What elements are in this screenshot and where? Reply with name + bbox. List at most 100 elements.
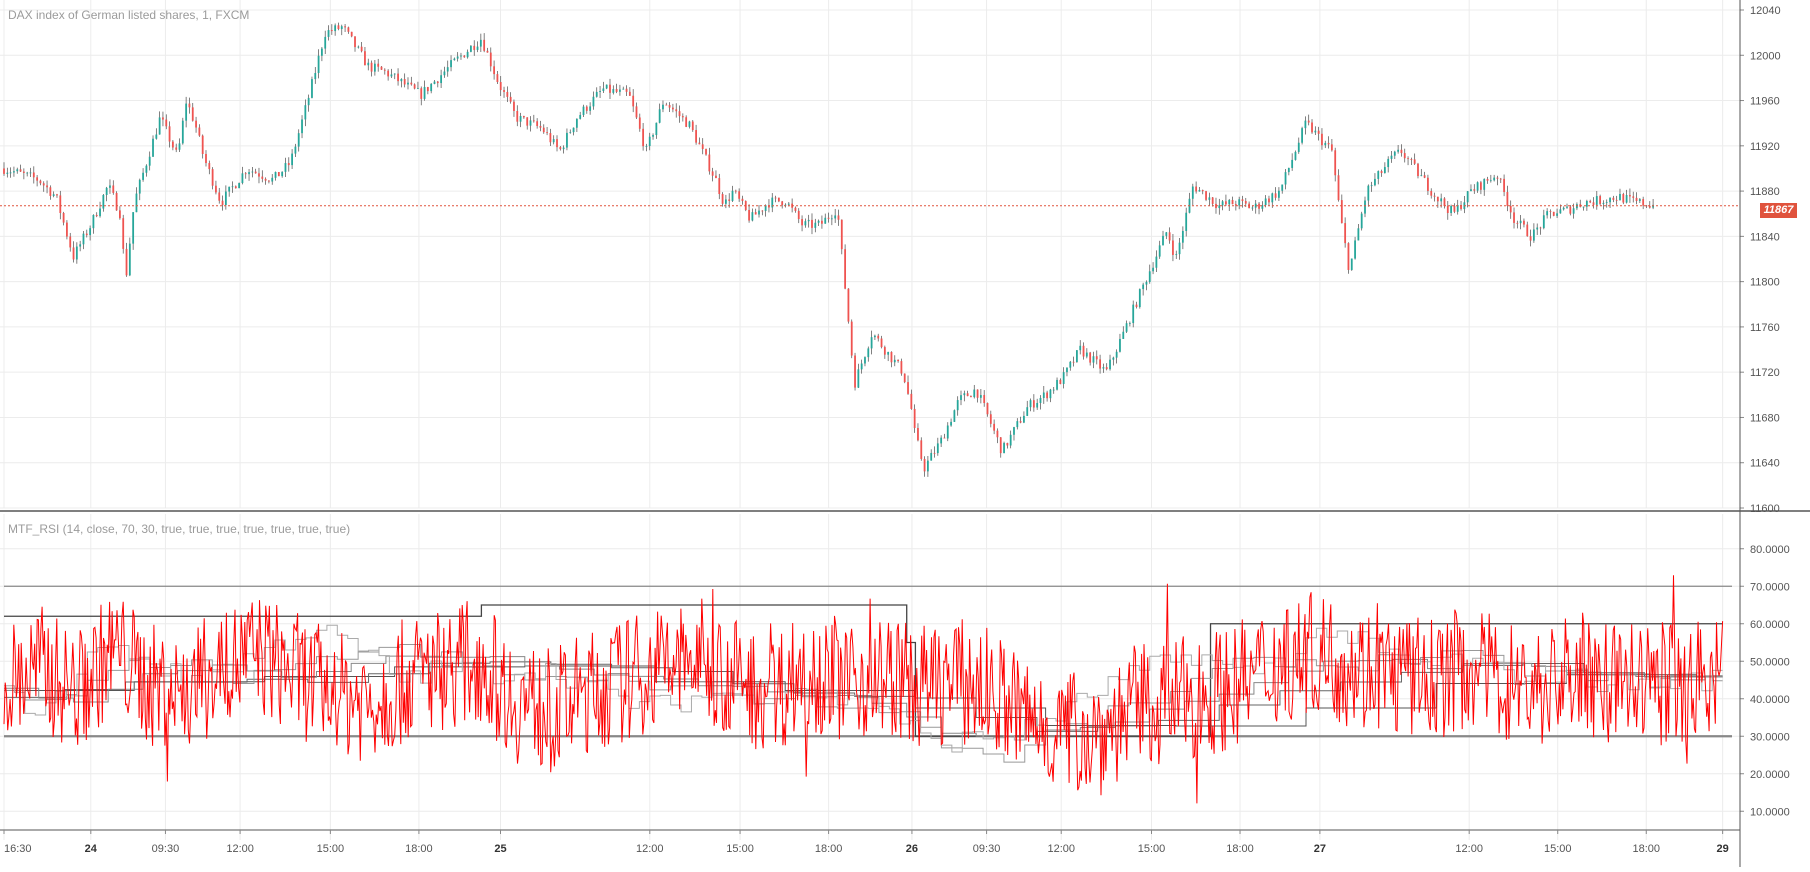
time-tick-label: 15:00 (1544, 843, 1572, 855)
candle-body (1625, 195, 1628, 203)
candle-body (1440, 198, 1443, 202)
candle-body (294, 146, 297, 154)
candle-body (509, 96, 512, 102)
candle-body (562, 147, 565, 150)
candle-body (1334, 150, 1337, 176)
time-tick-label: 27 (1314, 843, 1326, 855)
candle-body (880, 338, 883, 348)
rsi-tick-label: 70.0000 (1750, 581, 1790, 593)
candle-body (261, 176, 264, 179)
candle-body (526, 117, 529, 126)
candle-body (440, 75, 443, 84)
candle-body (1314, 130, 1317, 133)
candle-body (1383, 167, 1386, 174)
candle-body (559, 147, 562, 150)
candle-body (453, 58, 456, 61)
candle-body (532, 120, 535, 122)
candle-body (1241, 199, 1244, 202)
candle-body (436, 81, 439, 84)
rsi-tick-label: 60.0000 (1750, 619, 1790, 631)
candle-body (185, 103, 188, 121)
candle-body (1536, 227, 1539, 230)
candle-body (49, 187, 52, 196)
candle-body (701, 144, 704, 150)
candle-body (443, 71, 446, 76)
candle-body (840, 219, 843, 250)
candle-body (999, 437, 1002, 454)
candle-body (1532, 229, 1535, 241)
candle-body (946, 425, 949, 439)
candle-body (407, 82, 409, 85)
candle-body (1221, 201, 1224, 206)
candle-body (917, 427, 919, 441)
candle-body (1228, 199, 1231, 205)
candle-body (430, 83, 433, 92)
candle-body (1648, 206, 1651, 208)
candle-body (271, 177, 274, 182)
candle-body (758, 210, 760, 215)
candle-body (718, 178, 721, 195)
candle-body (910, 393, 913, 409)
candle-body (1513, 212, 1515, 223)
candle-body (403, 79, 406, 85)
candle-body (1215, 203, 1217, 209)
candle-body (1413, 159, 1416, 164)
candle-body (695, 130, 697, 143)
candle-body (642, 128, 645, 147)
candle-body (291, 153, 293, 166)
candle-body (162, 117, 164, 120)
candle-body (556, 139, 558, 148)
candle-body (787, 203, 790, 205)
candle-body (870, 337, 873, 349)
time-tick-label: 12:00 (1047, 843, 1075, 855)
candle-body (400, 79, 403, 82)
candle-body (1480, 182, 1482, 190)
candle-body (738, 191, 741, 199)
candle-body (734, 190, 737, 192)
candle-body (986, 403, 989, 415)
candle-body (1397, 149, 1400, 152)
candle-body (330, 30, 333, 32)
candle-body (1612, 197, 1615, 200)
candle-body (1430, 190, 1433, 196)
candle-body (1519, 220, 1522, 224)
time-tick-label: 12:00 (636, 843, 664, 855)
candle-body (655, 122, 658, 136)
candle-body (854, 355, 856, 388)
candle-body (688, 121, 691, 127)
candle-body (1238, 199, 1241, 206)
candle-body (36, 177, 39, 181)
candle-body (592, 96, 595, 107)
candle-body (188, 103, 191, 108)
candle-body (1364, 200, 1366, 214)
candle-body (963, 393, 966, 396)
candle-body (450, 60, 452, 68)
candle-body (483, 39, 486, 51)
candle-body (1268, 198, 1270, 203)
candle-body (1460, 205, 1462, 210)
candle-body (1638, 199, 1641, 201)
candle-body (993, 423, 996, 431)
price-tick-label: 11800 (1750, 277, 1780, 289)
candle-body (75, 246, 78, 260)
candle-body (1095, 356, 1098, 360)
candle-body (1453, 205, 1456, 212)
candle-body (320, 48, 323, 56)
candle-body (1109, 359, 1111, 370)
candle-body (350, 31, 353, 37)
candle-body (1632, 196, 1635, 198)
candle-body (513, 101, 515, 111)
candle-body (1327, 142, 1330, 145)
candle-body (903, 373, 906, 383)
candle-body (777, 197, 780, 202)
candle-body (1085, 352, 1088, 357)
candle-body (920, 440, 923, 459)
candle-body (1201, 190, 1204, 192)
candle-body (13, 171, 15, 173)
rsi-tick-label: 40.0000 (1750, 694, 1790, 706)
candle-body (367, 62, 370, 66)
candle-body (1347, 243, 1350, 270)
candle-body (662, 104, 664, 110)
